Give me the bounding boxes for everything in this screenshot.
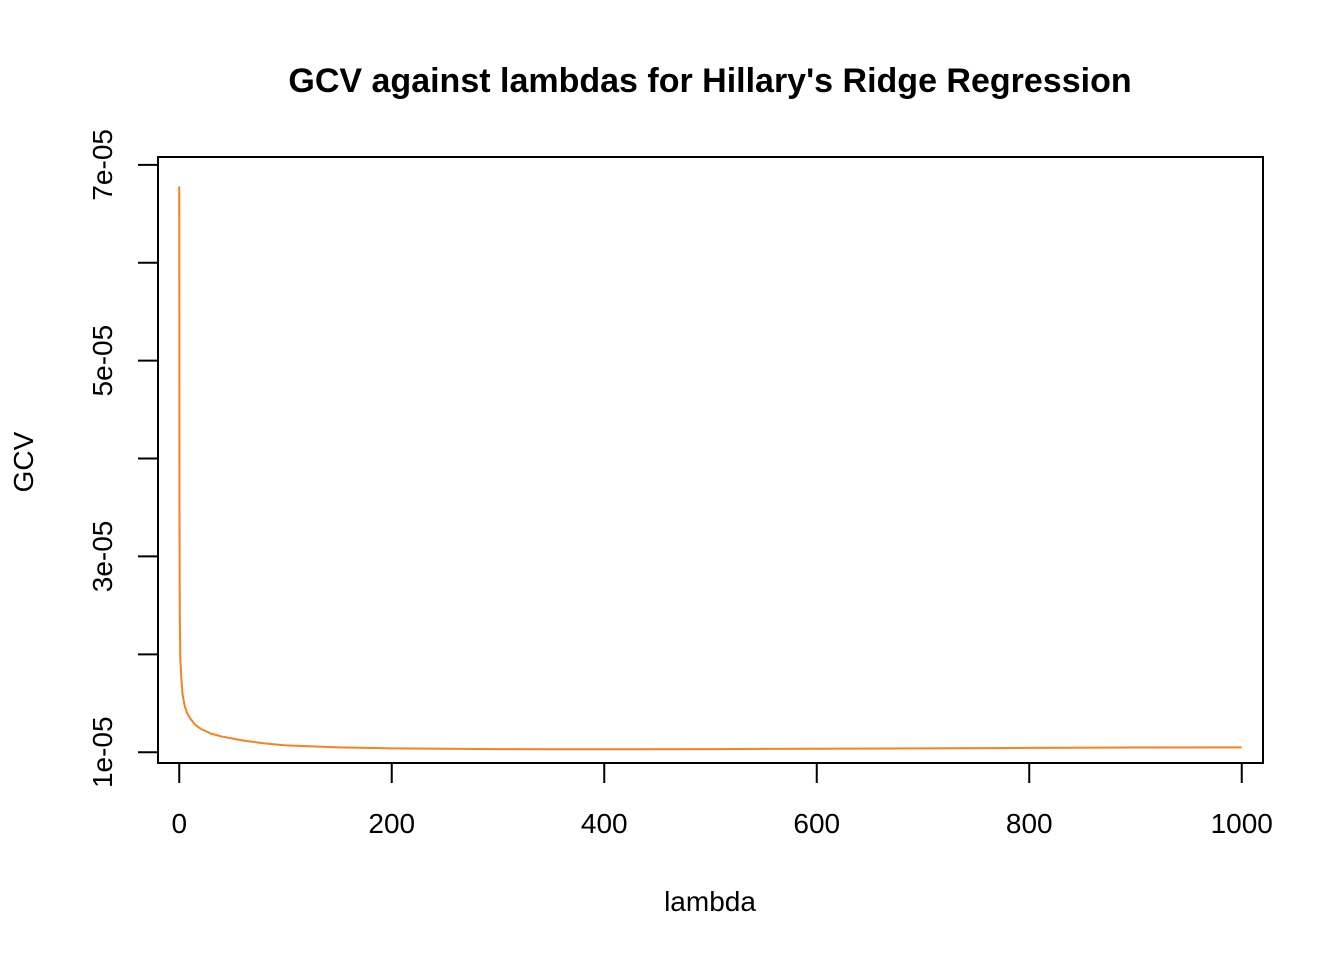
series-line <box>178 186 1242 751</box>
x-tick-label: 200 <box>368 808 415 839</box>
x-tick-label: 600 <box>793 808 840 839</box>
y-tick-label: 7e-05 <box>87 129 118 201</box>
x-axis: 0 200 400 600 800 1000 <box>171 762 1273 839</box>
series-layer <box>178 186 1242 751</box>
y-tick-label: 5e-05 <box>87 325 118 397</box>
y-tick-label: 3e-05 <box>87 521 118 593</box>
x-axis-label: lambda <box>664 886 756 917</box>
y-axis-label: GCV <box>8 431 39 492</box>
plot-frame <box>157 156 1264 764</box>
x-tick-label: 1000 <box>1211 808 1273 839</box>
y-axis: 1e-05 3e-05 5e-05 7e-05 <box>87 129 159 788</box>
y-tick-label: 1e-05 <box>87 716 118 788</box>
x-tick-label: 0 <box>171 808 187 839</box>
x-tick-label: 400 <box>581 808 628 839</box>
chart-title: GCV against lambdas for Hillary's Ridge … <box>288 62 1131 100</box>
x-tick-label: 800 <box>1006 808 1053 839</box>
